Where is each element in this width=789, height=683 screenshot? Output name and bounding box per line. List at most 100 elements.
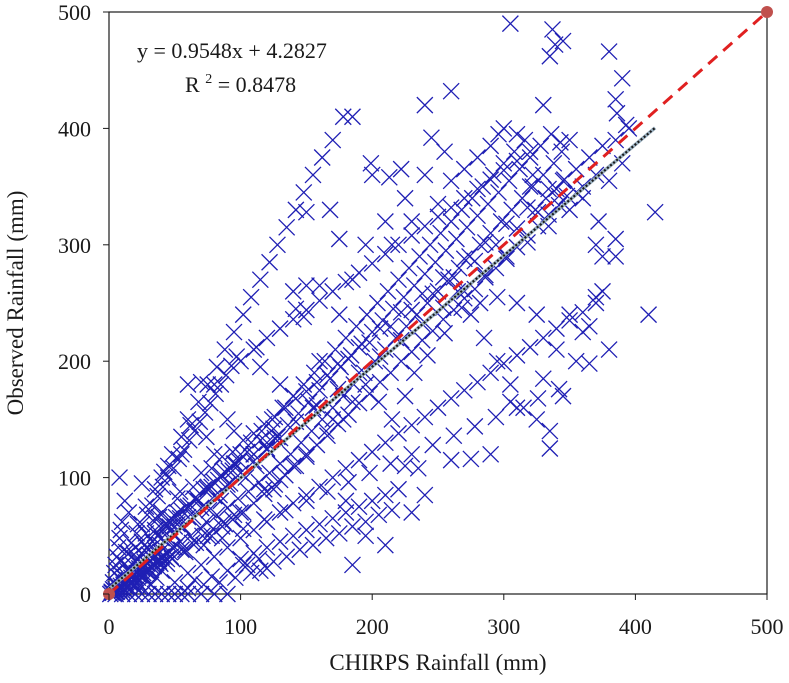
scatter-point: [317, 529, 335, 547]
scatter-point: [416, 96, 434, 114]
scatter-point: [217, 366, 235, 384]
scatter-point: [492, 213, 510, 230]
scatter-point: [141, 562, 159, 580]
scatter-point: [128, 525, 146, 542]
scatter-point: [445, 427, 463, 445]
scatter-point: [547, 320, 565, 338]
scatter-point: [463, 189, 481, 207]
scatter-point: [261, 253, 279, 271]
scatter-point: [541, 440, 559, 457]
scatter-point: [297, 301, 315, 319]
scatter-point: [600, 341, 618, 359]
scatter-point: [501, 393, 519, 411]
scatter-point: [600, 43, 618, 61]
scatter-point: [424, 322, 442, 340]
scatter-point: [405, 364, 423, 382]
scatter-points: [101, 15, 664, 603]
scatter-point: [344, 556, 361, 574]
scatter-point: [395, 288, 413, 306]
scatter-point: [255, 511, 273, 528]
scatter-point: [516, 131, 534, 149]
scatter-point: [149, 487, 167, 505]
scatter-point: [175, 441, 193, 459]
scatter-point: [424, 285, 442, 303]
scatter-point: [188, 490, 206, 508]
scatter-point: [165, 459, 182, 477]
scatter-point: [376, 245, 394, 263]
scatter-point: [462, 450, 480, 468]
scatter-point: [297, 277, 315, 294]
scatter-point: [324, 469, 342, 487]
scatter-point: [521, 338, 539, 356]
reference-lines: [103, 6, 773, 600]
scatter-point: [209, 471, 227, 489]
scatter-point: [383, 410, 401, 428]
scatter-point: [153, 469, 171, 487]
scatter-point: [350, 394, 368, 412]
scatter-point: [376, 434, 394, 452]
scatter-point: [442, 389, 460, 407]
scatter-point: [462, 306, 480, 324]
scatter-point: [180, 431, 198, 449]
scatter-point: [519, 199, 536, 217]
scatter-point: [203, 459, 221, 477]
scatter-point: [607, 247, 625, 265]
scatter-point: [199, 478, 217, 496]
scatter-point: [429, 195, 447, 213]
scatter-point: [590, 213, 608, 230]
scatter-point: [490, 125, 507, 143]
scatter-point: [357, 236, 375, 254]
scatter-point: [416, 166, 434, 184]
scatter-point: [519, 234, 536, 251]
scatter-point: [455, 189, 473, 207]
scatter-point: [197, 428, 215, 446]
scatter-point: [171, 483, 189, 501]
scatter-point: [190, 492, 207, 510]
one-to-one-line: [108, 10, 768, 596]
scatter-point: [178, 499, 196, 517]
scatter-point: [500, 172, 518, 190]
scatter-point: [416, 217, 434, 235]
scatter-point: [383, 236, 401, 254]
scatter-point: [361, 385, 379, 403]
scatter-point: [528, 410, 546, 428]
scatter-point: [203, 527, 221, 545]
scatter-point: [471, 236, 489, 254]
scatter-point: [232, 504, 250, 521]
scatter-point: [199, 376, 217, 393]
scatter-point: [146, 521, 164, 539]
scatter-point: [429, 208, 447, 226]
scatter-point: [297, 445, 315, 463]
scatter-point: [150, 508, 168, 526]
scatter-point: [276, 399, 294, 417]
scatter-point: [120, 504, 138, 521]
trendline-dots: [108, 126, 656, 590]
scatter-point: [542, 125, 560, 143]
scatter-point: [308, 373, 326, 391]
scatter-point: [442, 451, 460, 469]
plot-area-frame: [108, 11, 768, 595]
scatter-point: [240, 483, 257, 501]
scatter-point: [179, 579, 197, 597]
scatter-point: [242, 288, 260, 306]
scatter-point: [403, 301, 421, 319]
scatter-point: [515, 399, 532, 417]
scatter-point: [179, 376, 197, 393]
scatter-point: [424, 436, 442, 454]
scatter-point: [212, 376, 230, 393]
scatter-point: [550, 196, 568, 214]
scatter-point: [258, 434, 276, 452]
scatter-point: [284, 310, 302, 328]
scatter-point: [295, 183, 313, 201]
scatter-point: [167, 508, 185, 526]
y-tick-label: 300: [58, 233, 91, 258]
scatter-point: [434, 310, 452, 328]
trend-equation: y = 0.9548x + 4.2827: [137, 38, 327, 63]
scatter-point: [497, 250, 515, 268]
scatter-point: [544, 21, 561, 38]
scatter-point: [318, 427, 336, 445]
scatter-point: [344, 518, 361, 535]
scatter-point: [442, 199, 460, 217]
scatter-point: [466, 417, 484, 435]
scatter-point: [382, 317, 400, 335]
